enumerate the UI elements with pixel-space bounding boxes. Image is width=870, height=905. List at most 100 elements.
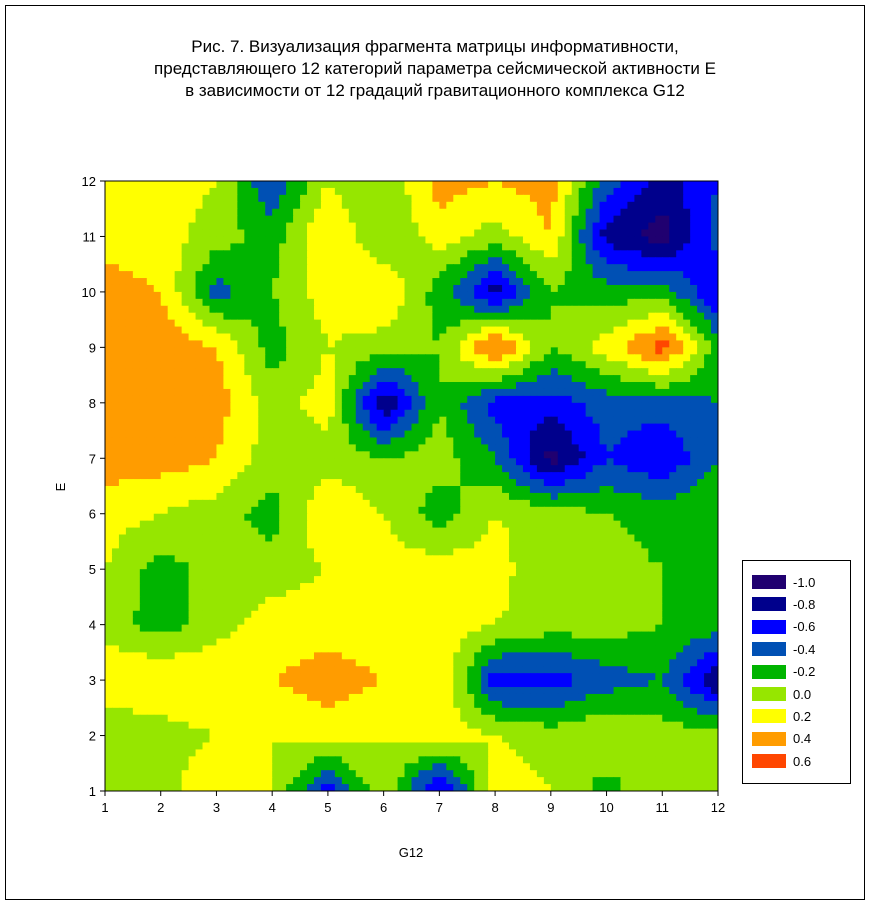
heatmap-cell (195, 181, 204, 189)
heatmap-cell (515, 527, 524, 536)
heatmap-cell (174, 527, 183, 536)
heatmap-cell (202, 278, 211, 286)
heatmap-cell (515, 451, 524, 459)
heatmap-cell (355, 201, 364, 210)
heatmap-cell (697, 430, 705, 439)
heatmap-cell (105, 465, 113, 473)
heatmap-cell (418, 333, 427, 342)
heatmap-cell (655, 298, 663, 307)
heatmap-cell (599, 472, 608, 480)
heatmap-cell (676, 479, 684, 487)
heatmap-cell (648, 354, 656, 362)
heatmap-cell (125, 278, 134, 286)
heatmap-cell (439, 486, 447, 494)
heatmap-cell (488, 534, 496, 543)
heatmap-cell (683, 215, 691, 224)
heatmap-cell (557, 264, 566, 272)
heatmap-cell (293, 555, 301, 563)
heatmap-cell (390, 527, 399, 536)
heatmap-cell (495, 382, 503, 390)
heatmap-cell (557, 368, 566, 376)
heatmap-cell (307, 215, 315, 224)
heatmap-cell (341, 354, 350, 362)
heatmap-cell (286, 430, 294, 439)
heatmap-cell (153, 444, 162, 452)
heatmap-cell (634, 201, 642, 210)
heatmap-cell (522, 437, 531, 446)
heatmap-cell (474, 437, 482, 446)
heatmap-cell (272, 291, 280, 300)
heatmap-cell (209, 548, 218, 556)
heatmap-cell (550, 423, 559, 432)
heatmap-cell (355, 347, 364, 355)
heatmap-cell (418, 194, 427, 203)
heatmap-cell (125, 215, 134, 224)
heatmap-cell (258, 458, 266, 466)
heatmap-cell (237, 534, 245, 543)
heatmap-cell (341, 243, 350, 251)
heatmap-cell (550, 555, 559, 563)
heatmap-cell (495, 506, 503, 515)
heatmap-cell (585, 409, 594, 418)
heatmap-cell (522, 395, 531, 404)
heatmap-cell (543, 437, 552, 446)
heatmap-cell (502, 243, 510, 251)
heatmap-cell (676, 194, 684, 203)
heatmap-cell (453, 291, 461, 300)
heatmap-cell (320, 271, 329, 279)
heatmap-cell (690, 409, 698, 418)
heatmap-cell (648, 479, 656, 487)
heatmap-cell (620, 257, 629, 265)
heatmap-cell (160, 520, 169, 529)
heatmap-cell (704, 534, 712, 543)
heatmap-cell (634, 527, 642, 536)
heatmap-cell (536, 291, 545, 300)
heatmap-cell (613, 444, 622, 452)
heatmap-cell (690, 354, 698, 362)
heatmap-cell (244, 492, 252, 501)
heatmap-cell (536, 187, 545, 196)
heatmap-cell (188, 423, 197, 432)
heatmap-cell (606, 409, 615, 418)
heatmap-cell (132, 416, 141, 425)
heatmap-cell (453, 520, 461, 529)
heatmap-cell (397, 354, 406, 362)
heatmap-cell (132, 562, 141, 570)
heatmap-cell (704, 354, 712, 362)
heatmap-cell (105, 527, 113, 536)
heatmap-cell (202, 215, 211, 224)
heatmap-cell (383, 284, 392, 293)
heatmap-cell (550, 222, 559, 231)
heatmap-cell (446, 375, 454, 383)
heatmap-cell (697, 499, 705, 508)
heatmap-cell (669, 333, 677, 342)
heatmap-cell (111, 569, 120, 577)
heatmap-cell (251, 416, 259, 425)
heatmap-cell (286, 534, 294, 543)
heatmap-cell (509, 416, 517, 425)
heatmap-cell (683, 437, 691, 446)
heatmap-cell (613, 284, 622, 293)
heatmap-cell (599, 291, 608, 300)
heatmap-cell (509, 181, 517, 189)
heatmap-cell (592, 486, 601, 494)
heatmap-cell (704, 291, 712, 300)
heatmap-cell (585, 541, 594, 549)
heatmap-cell (620, 340, 629, 348)
heatmap-cell (571, 347, 580, 355)
heatmap-cell (146, 354, 155, 362)
heatmap-cell (711, 465, 718, 473)
heatmap-cell (613, 506, 622, 515)
heatmap-cell (697, 305, 705, 314)
heatmap-cell (188, 291, 197, 300)
heatmap-cell (174, 271, 183, 279)
heatmap-cell (209, 388, 218, 397)
heatmap-cell (446, 569, 454, 577)
heatmap-cell (376, 368, 385, 376)
heatmap-cell (223, 368, 231, 376)
heatmap-cell (348, 194, 357, 203)
heatmap-cell (355, 229, 364, 238)
heatmap-cell (585, 430, 594, 439)
heatmap-cell (711, 354, 718, 362)
heatmap-cell (446, 520, 454, 529)
